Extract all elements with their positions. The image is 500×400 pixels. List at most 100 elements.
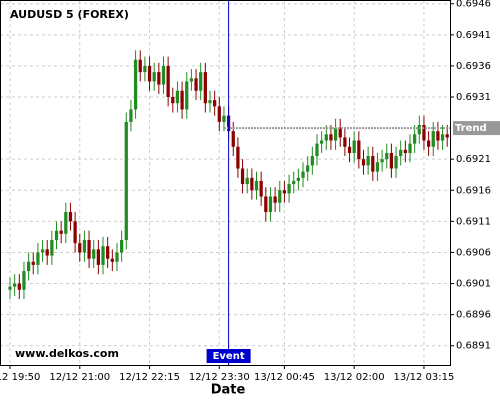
trend-label-box	[453, 121, 500, 136]
candles	[8, 0, 450, 365]
candle-body	[208, 100, 212, 104]
x-tick-label: 12/12 21:00	[49, 372, 110, 383]
candle-body	[194, 78, 198, 91]
chart-title: AUDUSD 5 (FOREX)	[10, 8, 129, 21]
candle-body	[64, 212, 68, 234]
y-tick-label: 0.6921	[456, 154, 491, 165]
watermark: www.delkos.com	[15, 347, 119, 360]
candle-body	[17, 283, 21, 290]
y-tick-label: 0.6906	[456, 247, 491, 258]
candle-body	[166, 65, 170, 98]
candle-body	[371, 156, 375, 172]
candle-body	[264, 196, 268, 213]
candle-body	[287, 184, 291, 194]
candle-body	[236, 146, 240, 169]
candle-body	[324, 134, 328, 141]
candle-body	[40, 249, 45, 253]
candle-body	[133, 59, 138, 110]
candle-body	[101, 246, 105, 265]
candle-body	[82, 240, 87, 253]
candle-body	[245, 177, 249, 185]
candle-body	[157, 72, 161, 85]
x-tick-label: 12/12 23:30	[189, 372, 250, 383]
candle-body	[22, 271, 26, 290]
candle-body	[50, 240, 54, 256]
candle-body	[347, 146, 352, 153]
candle-body	[8, 286, 12, 290]
candle-body	[440, 134, 445, 141]
candle-body	[310, 156, 314, 166]
candle-body	[422, 124, 426, 141]
candle-body	[59, 230, 63, 234]
y-tick-label: 0.6911	[456, 216, 491, 227]
candle-body	[361, 159, 366, 166]
y-tick-label: 0.6901	[456, 279, 491, 290]
candle-body	[45, 249, 49, 256]
candle-body	[222, 115, 226, 122]
candle-body	[385, 152, 389, 160]
candle-body	[329, 134, 333, 141]
candle-body	[296, 177, 300, 181]
y-tick-label: 0.6896	[456, 310, 491, 321]
candle-body	[375, 162, 380, 172]
candle-body	[320, 140, 324, 144]
candle-body	[31, 261, 35, 265]
candle-body	[152, 72, 156, 82]
candle-body	[292, 180, 296, 185]
candle-body	[254, 180, 259, 191]
candle-body	[436, 131, 440, 141]
candle-body	[106, 246, 110, 259]
candle-body	[352, 140, 356, 153]
candle-body	[189, 78, 194, 82]
candle-body	[124, 121, 128, 241]
y-tick-label: 0.6941	[456, 30, 491, 41]
candle-body	[333, 128, 338, 141]
candle-body	[231, 131, 235, 147]
candle-body	[26, 261, 31, 272]
candle-body	[389, 152, 394, 169]
axis-labels: 0.6946 0.6941 0.6936 0.6931 0.6921 0.6916 0.69…	[0, 0, 500, 383]
candle-body	[413, 134, 417, 144]
candle-body	[431, 131, 435, 147]
candle-body	[161, 65, 166, 85]
candle-body	[92, 249, 96, 259]
candle-body	[203, 72, 207, 104]
candle-body	[87, 240, 91, 259]
candle-body	[213, 100, 217, 107]
candle-body	[259, 180, 263, 197]
candle-body	[306, 165, 310, 172]
candle-body	[301, 171, 305, 178]
candle-body	[380, 159, 384, 163]
candle-body	[315, 143, 319, 157]
candle-body	[171, 97, 175, 104]
candle-body	[399, 149, 403, 157]
event-label: Event	[213, 351, 245, 362]
candle-body	[403, 149, 407, 153]
candle-body	[143, 65, 147, 73]
y-tick-label: 0.6916	[456, 185, 491, 196]
x-tick-label: 13/12 00:45	[254, 372, 315, 383]
candle-body	[129, 109, 133, 122]
candle-body	[185, 81, 189, 110]
plot-frame	[0, 0, 451, 366]
candle-body	[110, 258, 114, 262]
event-label-box	[206, 349, 251, 363]
candle-body	[138, 59, 142, 73]
candle-body	[417, 124, 421, 135]
candle-body	[36, 252, 40, 265]
candle-body	[343, 137, 347, 147]
candle-body	[408, 143, 412, 153]
candle-body	[366, 156, 370, 166]
x-tick-label: 12/12 22:15	[119, 372, 180, 383]
x-axis-label: Date	[211, 383, 246, 398]
candle-body	[147, 65, 152, 82]
trend-label: Trend	[455, 123, 487, 134]
candle-body	[180, 90, 184, 110]
y-tick-label: 0.6891	[456, 341, 491, 352]
candle-body	[115, 252, 119, 262]
candle-body	[250, 177, 254, 191]
candle-body	[278, 190, 282, 203]
candle-body	[120, 240, 124, 253]
candle-body	[338, 128, 342, 138]
